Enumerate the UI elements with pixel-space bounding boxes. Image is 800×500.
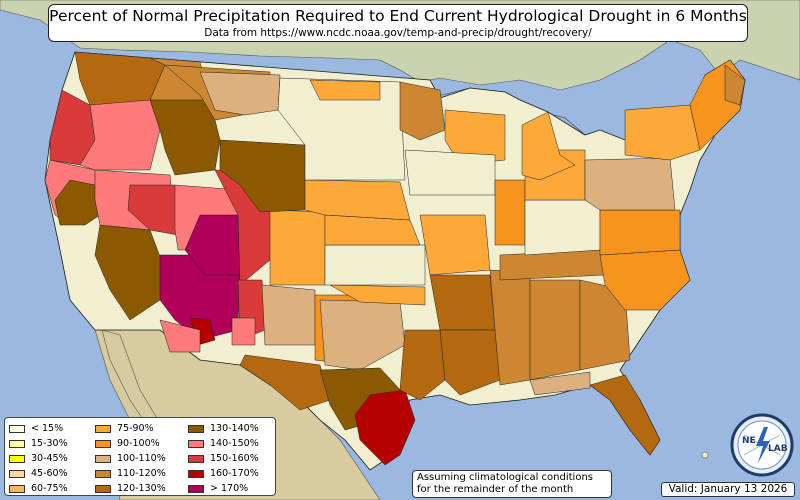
legend-swatch <box>95 424 111 433</box>
legend-item: 110-120% <box>95 466 166 481</box>
legend-swatch <box>9 424 25 433</box>
legend-column-2: 75-90% 90-100% 100-110% 110-120% 120-130… <box>95 421 166 496</box>
legend-label: 90-100% <box>117 438 160 449</box>
region-florida <box>589 374 661 456</box>
legend-label: 60-75% <box>31 483 68 494</box>
region-california-south <box>94 224 166 321</box>
page-title: Percent of Normal Precipitation Required… <box>49 7 747 25</box>
lightning-icon <box>756 427 770 463</box>
region-new-york <box>624 104 701 161</box>
data-source: Data from https://www.ncdc.noaa.gov/temp… <box>204 27 592 39</box>
region-michigan <box>521 111 576 181</box>
region-pennsylvania <box>584 157 676 211</box>
region-louisiana <box>439 329 501 396</box>
region-minnesota <box>399 81 446 141</box>
region-texas-east <box>399 329 446 401</box>
legend-item: 15-30% <box>9 436 68 451</box>
legend-label: 160-170% <box>210 468 259 479</box>
region-ohio-valley <box>524 199 601 256</box>
logo-text-right: LAB <box>768 444 788 454</box>
legend-swatch <box>95 454 111 463</box>
region-gulf-coast <box>529 371 591 396</box>
legend-swatch <box>95 484 111 493</box>
region-montana-east <box>199 71 281 116</box>
region-kansas <box>324 244 426 286</box>
legend-swatch <box>188 424 204 433</box>
region-arizona-southwest <box>159 319 201 353</box>
title-box: Percent of Normal Precipitation Required… <box>48 4 748 42</box>
region-missouri <box>419 214 491 276</box>
legend-swatch <box>9 469 25 478</box>
legend-item: 140-150% <box>188 436 259 451</box>
legend-item: 100-110% <box>95 451 166 466</box>
region-oklahoma <box>329 284 426 306</box>
legend-label: 120-130% <box>117 483 166 494</box>
region-south-dakota-east <box>309 79 381 101</box>
legend-label: 140-150% <box>210 438 259 449</box>
legend-item: 45-60% <box>9 466 68 481</box>
legend-label: > 170% <box>210 483 249 494</box>
legend-item: > 170% <box>188 481 259 496</box>
region-nevada-east <box>127 184 179 236</box>
region-illinois <box>494 179 526 246</box>
legend-label: < 15% <box>31 423 64 434</box>
legend-label: 15-30% <box>31 438 68 449</box>
legend-label: 110-120% <box>117 468 166 479</box>
legend-item: 120-130% <box>95 481 166 496</box>
legend-swatch <box>95 469 111 478</box>
region-alabama <box>529 279 581 381</box>
legend-item: 160-170% <box>188 466 259 481</box>
legend-swatch <box>9 454 25 463</box>
valid-date: Valid: January 13 2026 <box>661 482 795 497</box>
legend-label: 30-45% <box>31 453 68 464</box>
region-texas-west <box>239 354 331 411</box>
region-four-corners <box>184 214 241 276</box>
legend-item: 60-75% <box>9 481 68 496</box>
legend-label: 45-60% <box>31 468 68 479</box>
legend-swatch <box>188 484 204 493</box>
legend-label: 150-160% <box>210 453 259 464</box>
legend-swatch <box>188 469 204 478</box>
bahamas-island <box>701 451 709 459</box>
legend-item: 75-90% <box>95 421 166 436</box>
region-maine-east <box>724 64 746 106</box>
legend-swatch <box>9 439 25 448</box>
assumption-note: Assuming climatological conditions for t… <box>412 470 612 498</box>
legend-label: 75-90% <box>117 423 154 434</box>
legend-swatch <box>9 484 25 493</box>
legend-swatch <box>188 454 204 463</box>
region-nebraska <box>304 179 411 221</box>
legend-label: 100-110% <box>117 453 166 464</box>
legend: < 15% 15-30% 30-45% 45-60% 60-75% 75-90%… <box>4 417 276 496</box>
legend-item: 150-160% <box>188 451 259 466</box>
logo-text-left: NE <box>742 436 756 446</box>
region-new-mexico-east <box>261 284 316 346</box>
region-arkansas <box>429 274 496 331</box>
region-new-mexico-pink <box>231 317 256 346</box>
nexlab-logo: NE LAB <box>730 413 794 477</box>
region-texas-gulf <box>354 389 416 466</box>
legend-swatch <box>95 439 111 448</box>
note-line-1: Assuming climatological conditions <box>417 472 593 483</box>
legend-column-3: 130-140% 140-150% 150-160% 160-170% > 17… <box>188 421 259 496</box>
legend-item: 30-45% <box>9 451 68 466</box>
region-colorado-east <box>269 209 326 286</box>
legend-item: < 15% <box>9 421 68 436</box>
note-line-2: for the remainder of the month <box>417 484 574 495</box>
legend-item: 90-100% <box>95 436 166 451</box>
legend-swatch <box>188 439 204 448</box>
region-kentucky <box>499 249 606 281</box>
legend-label: 130-140% <box>210 423 259 434</box>
region-iowa <box>404 149 496 196</box>
legend-item: 130-140% <box>188 421 259 436</box>
legend-column-1: < 15% 15-30% 30-45% 45-60% 60-75% <box>9 421 68 496</box>
region-virginia <box>599 209 681 256</box>
